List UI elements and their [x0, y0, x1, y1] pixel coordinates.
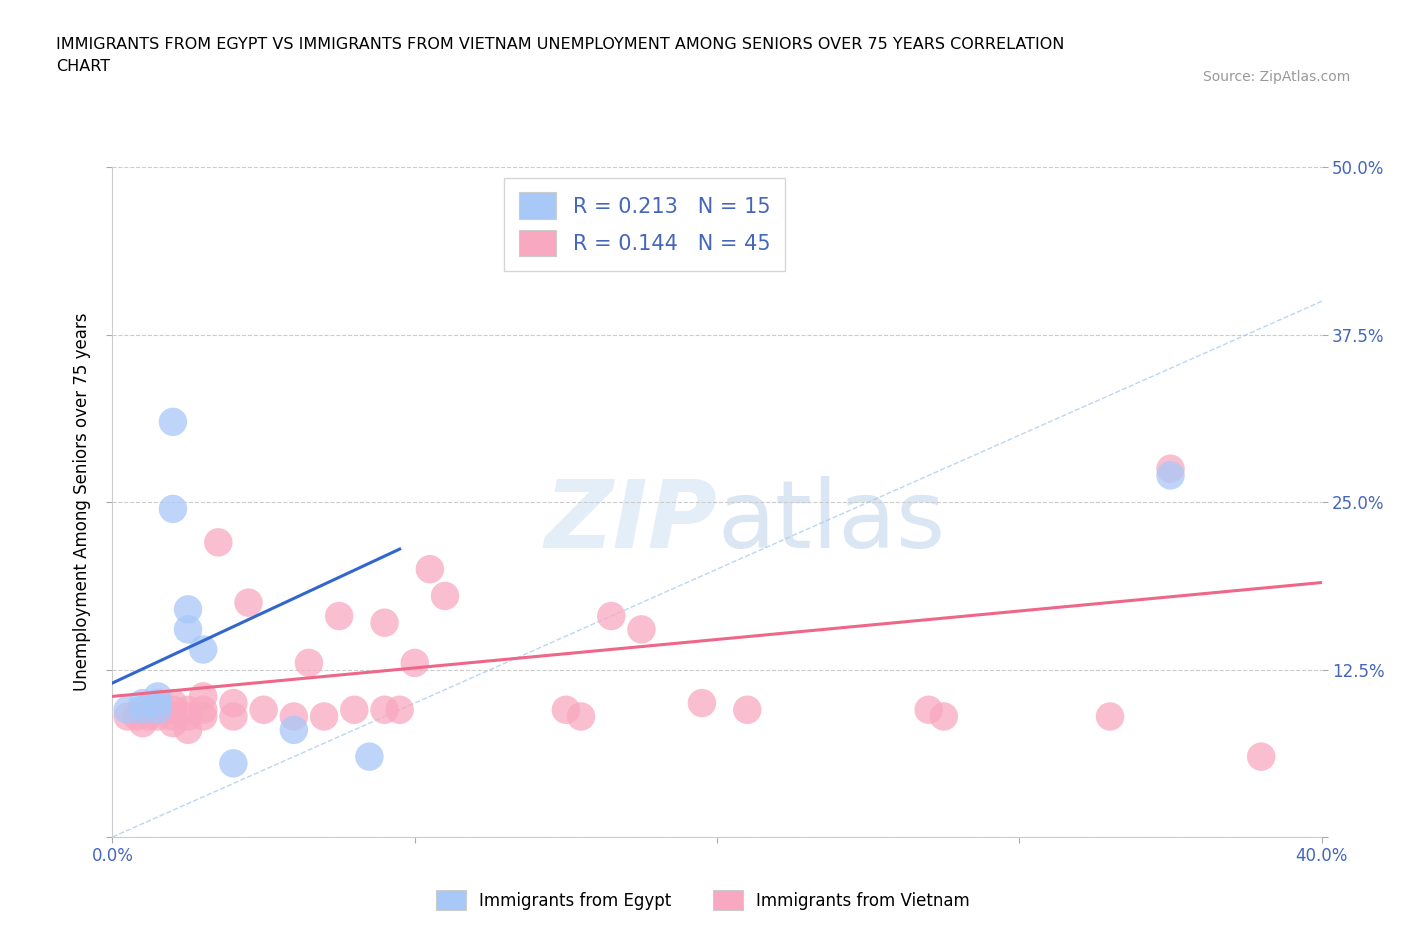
Point [1159, 461, 1181, 476]
Point [1098, 709, 1121, 724]
Point [177, 709, 200, 724]
Point [162, 716, 184, 731]
Point [177, 622, 200, 637]
Legend: R = 0.213   N = 15, R = 0.144   N = 45: R = 0.213 N = 15, R = 0.144 N = 45 [503, 178, 785, 271]
Text: atlas: atlas [717, 476, 945, 568]
Point [419, 562, 441, 577]
Point [117, 709, 139, 724]
Point [328, 608, 350, 623]
Point [132, 696, 155, 711]
Point [177, 602, 200, 617]
Point [404, 656, 426, 671]
Point [222, 756, 245, 771]
Point [177, 723, 200, 737]
Point [207, 535, 229, 550]
Point [222, 709, 245, 724]
Point [343, 702, 366, 717]
Point [146, 709, 169, 724]
Point [1159, 468, 1181, 483]
Point [222, 696, 245, 711]
Point [191, 702, 214, 717]
Point [359, 750, 381, 764]
Point [918, 702, 941, 717]
Point [932, 709, 955, 724]
Point [146, 702, 169, 717]
Point [554, 702, 576, 717]
Point [191, 642, 214, 657]
Point [146, 696, 169, 711]
Point [238, 595, 260, 610]
Text: Source: ZipAtlas.com: Source: ZipAtlas.com [1202, 70, 1350, 84]
Point [388, 702, 411, 717]
Point [1250, 750, 1272, 764]
Point [191, 709, 214, 724]
Point [600, 608, 623, 623]
Point [162, 709, 184, 724]
Point [737, 702, 759, 717]
Point [283, 723, 305, 737]
Point [253, 702, 276, 717]
Point [177, 702, 200, 717]
Point [132, 702, 155, 717]
Y-axis label: Unemployment Among Seniors over 75 years: Unemployment Among Seniors over 75 years [73, 313, 91, 691]
Point [138, 709, 160, 724]
Legend: Immigrants from Egypt, Immigrants from Vietnam: Immigrants from Egypt, Immigrants from V… [429, 884, 977, 917]
Point [191, 689, 214, 704]
Point [162, 696, 184, 711]
Point [314, 709, 336, 724]
Point [569, 709, 592, 724]
Point [433, 589, 456, 604]
Point [298, 656, 321, 671]
Point [146, 696, 169, 711]
Point [374, 616, 396, 631]
Point [117, 702, 139, 717]
Point [162, 501, 184, 516]
Point [146, 689, 169, 704]
Point [132, 716, 155, 731]
Point [125, 709, 148, 724]
Point [283, 709, 305, 724]
Point [690, 696, 713, 711]
Point [162, 702, 184, 717]
Point [132, 702, 155, 717]
Point [630, 622, 652, 637]
Point [162, 415, 184, 430]
Text: ZIP: ZIP [544, 476, 717, 568]
Point [146, 702, 169, 717]
Text: IMMIGRANTS FROM EGYPT VS IMMIGRANTS FROM VIETNAM UNEMPLOYMENT AMONG SENIORS OVER: IMMIGRANTS FROM EGYPT VS IMMIGRANTS FROM… [56, 37, 1064, 74]
Point [374, 702, 396, 717]
